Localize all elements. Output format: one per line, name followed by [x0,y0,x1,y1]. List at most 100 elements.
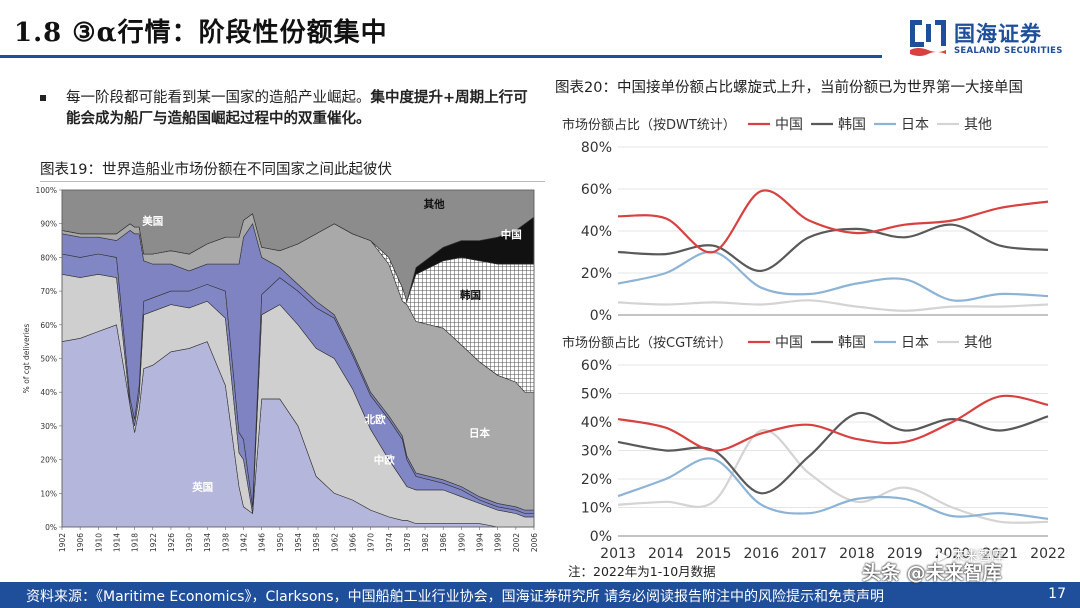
footer-bar: 资料来源：《Maritime Economics》，Clarksons，中国船舶… [0,582,1080,608]
y-tick-label: 80% [581,140,612,156]
y-tick-label: 0% [45,523,57,532]
legend-label: 日本 [901,117,929,133]
line-series-中国 [617,394,1049,452]
y-tick-label: 90% [40,220,57,229]
bullet-text-bold: 集中度提升+周期上行可能会成为船厂与造船国崛起过程中的双重催化。 [66,90,528,127]
y-tick-label: 30% [40,422,57,431]
x-tick-label: 1970 [367,533,376,552]
x-tick-label: 1950 [276,533,285,552]
x-tick-label: 1910 [94,533,103,552]
y-tick-label: 10% [581,501,612,517]
watermark: 头条 @未来智库 [862,562,1002,584]
x-tick-label: 1958 [312,533,321,552]
legend-label: 中国 [775,335,803,351]
x-tick-label: 2021 [982,546,1018,562]
line-series-日本 [617,457,1049,520]
bullet-icon [40,95,46,101]
area-label-英国: 英国 [191,481,213,494]
chart-title: 市场份额占比（按DWT统计） [562,117,736,133]
x-tick-label: 1914 [112,533,121,552]
line-series-韩国 [617,411,1049,495]
x-tick-label: 2014 [648,546,684,562]
x-tick-label: 1938 [221,533,230,552]
x-tick-label: 2002 [512,533,521,552]
x-tick-label: 2016 [744,546,780,562]
shipbuilding-share-area-chart: 0% 10% 20% 30% 40% 50% 60% 70% 80% 90% 100% 1902 190… [22,186,539,552]
y-axis-label: % of cgt deliveries [22,324,31,394]
line-series-中国 [617,189,1049,254]
y-tick-label: 60% [581,182,612,198]
x-tick-label: 1934 [203,533,212,552]
legend-label: 中国 [775,117,803,133]
x-tick-label: 1994 [476,533,485,552]
area-label-其他: 其他 [424,197,445,210]
x-tick-label: 2018 [839,546,875,562]
y-tick-label: 40% [581,415,612,431]
x-tick-label: 2019 [887,546,923,562]
y-tick-label: 50% [40,355,57,364]
figure19-caption-rule [40,181,545,182]
x-tick-label: 1998 [494,533,503,552]
x-tick-label: 1962 [330,533,339,552]
watermark-small: ▶ 未来智库 [938,549,1005,564]
line-series-其他 [617,429,1049,524]
x-tick-label: 2022 [1030,546,1066,562]
y-tick-label: 40% [581,224,612,240]
y-tick-label: 20% [581,266,612,282]
figure20-note: 注：2022年为1-10月数据 [568,564,716,579]
figure20-caption: 图表20：中国接单份额占比螺旋式上升，当前份额已为世界第一大接单国 [555,80,1023,96]
legend-label: 其他 [964,335,992,351]
legend-label: 韩国 [838,335,866,351]
dwt-share-line-chart: 0% 20% 40% 60% 80% 市场份额占比（按DWT统计） 中国 韩国 日本 其他 [562,117,1049,323]
x-tick-label: 2006 [530,533,539,552]
y-tick-label: 60% [581,358,612,374]
y-tick-label: 60% [40,321,57,330]
line-series-其他 [617,299,1049,312]
x-tick-label: 2015 [696,546,732,562]
y-tick-label: 80% [40,253,57,262]
y-tick-label: 20% [581,472,612,488]
x-tick-label: 1990 [457,533,466,552]
y-tick-label: 0% [590,529,612,545]
x-tick-label: 2017 [791,546,827,562]
x-tick-label: 1986 [439,533,448,552]
footer-source-text: 资料来源：《Maritime Economics》，Clarksons，中国船舶… [26,589,885,605]
x-tick-label: 1918 [131,533,140,552]
legend-label: 韩国 [838,117,866,133]
y-tick-label: 70% [40,287,57,296]
area-label-中国: 中国 [501,228,522,241]
x-tick-label: 2020 [935,546,971,562]
y-tick-label: 20% [40,456,57,465]
x-tick-label: 1902 [58,533,67,552]
x-tick-label: 1922 [149,533,158,552]
x-tick-label: 1946 [258,533,267,552]
area-label-韩国: 韩国 [460,288,481,301]
x-tick-label: 1906 [76,533,85,552]
x-tick-label: 1966 [348,533,357,552]
sealand-logo-icon [910,20,946,56]
legend-label: 日本 [901,335,929,351]
bullet-text: 每一阶段都可能看到某一国家的造船产业崛起。集中度提升+周期上行可能会成为船厂与造… [66,88,540,130]
x-tick-label: 1974 [385,533,394,552]
cgt-share-line-chart: 0% 10% 20% 30% 40% 50% 60% 2013 2014 2015 2016 2017… [562,335,1066,562]
page-number: 17 [1048,586,1066,602]
logo-text-cn: 国海证券 [954,22,1042,46]
x-tick-label: 1982 [421,533,430,552]
y-tick-label: 40% [40,388,57,397]
x-tick-label: 1978 [403,533,412,552]
x-tick-label: 1930 [185,533,194,552]
bullet-point: 每一阶段都可能看到某一国家的造船产业崛起。集中度提升+周期上行可能会成为船厂与造… [40,88,540,130]
area-label-中欧: 中欧 [374,454,395,467]
x-tick-label: 1954 [294,533,303,552]
x-tick-label: 1942 [240,533,249,552]
y-tick-label: 10% [40,489,57,498]
y-tick-label: 0% [590,308,612,323]
company-logo: 国海证券 SEALAND SECURITIES [908,16,1068,60]
bullet-text-normal: 每一阶段都可能看到某一国家的造船产业崛起。 [66,90,371,106]
area-label-美国: 美国 [142,214,163,227]
area-label-北欧: 北欧 [365,413,386,426]
x-tick-label: 1926 [167,533,176,552]
y-tick-label: 30% [581,444,612,460]
title-rule [0,55,882,58]
logo-text-en: SEALAND SECURITIES [954,46,1063,56]
